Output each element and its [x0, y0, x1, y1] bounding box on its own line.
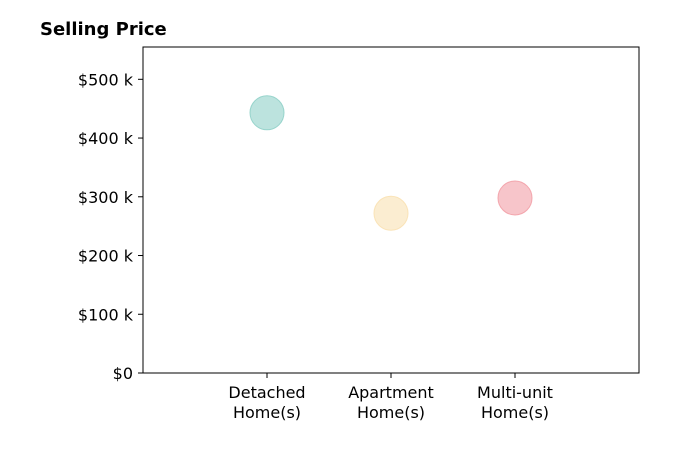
data-point: [373, 195, 409, 231]
data-point: [249, 95, 285, 131]
data-point: [497, 180, 533, 216]
y-tick-label: $300 k: [78, 188, 134, 207]
chart-title: Selling Price: [40, 19, 167, 40]
y-tick-label: $0: [113, 364, 133, 383]
x-tick-label: Detached Home(s): [228, 383, 305, 422]
y-tick-label: $400 k: [78, 129, 134, 148]
y-tick-label: $100 k: [78, 305, 134, 324]
x-tick-label-line: Home(s): [357, 403, 425, 422]
x-tick-label-line: Home(s): [233, 403, 301, 422]
x-tick-label-line: Multi-unit: [477, 383, 553, 402]
x-axis: Detached Home(s)Apartment Home(s)Multi-uni…: [228, 373, 553, 422]
x-tick-label-line: Apartment: [348, 383, 434, 402]
x-tick-label-line: Home(s): [481, 403, 549, 422]
y-axis: $0 $100 k $200 k $300 k $400 k $500 k: [78, 70, 143, 383]
x-tick-label: Multi-unit Home(s): [477, 383, 553, 422]
x-tick-label-line: Detached: [228, 383, 305, 402]
y-tick-label: $500 k: [78, 70, 134, 89]
y-tick-label: $200 k: [78, 247, 134, 266]
data-points: [249, 95, 533, 231]
x-tick-label: Apartment Home(s): [348, 383, 434, 422]
